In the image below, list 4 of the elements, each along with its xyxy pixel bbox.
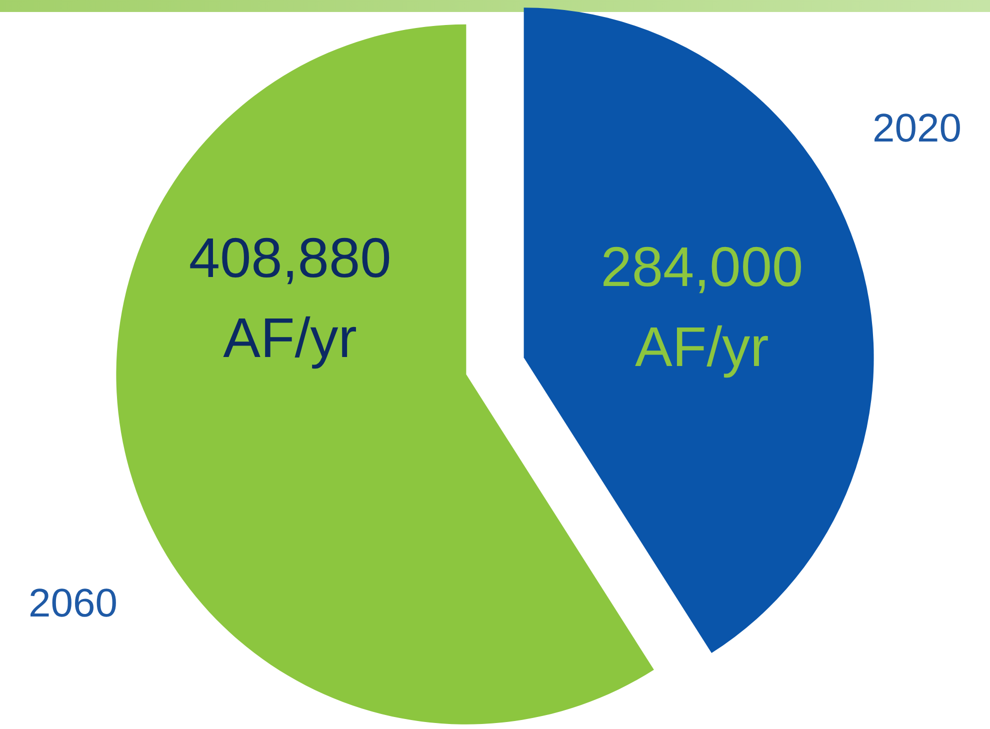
data-label: 284,000 AF/yr (600, 234, 804, 378)
slice-label: 2020 (872, 106, 962, 151)
data-label: 408,880 AF/yr (188, 225, 392, 368)
slice-label: 2060 (28, 581, 118, 626)
